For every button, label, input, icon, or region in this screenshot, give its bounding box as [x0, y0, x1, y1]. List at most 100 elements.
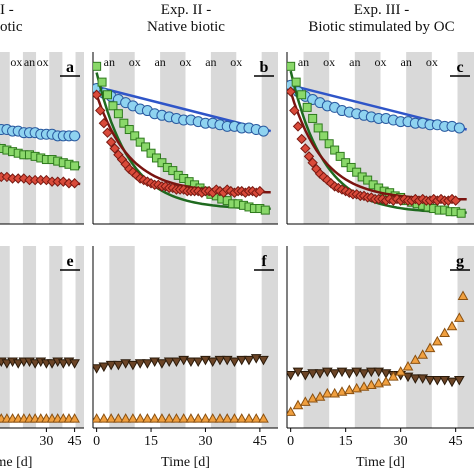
point-green: [103, 90, 113, 100]
point-red: [102, 127, 113, 138]
point-blue: [257, 125, 269, 137]
x-tick-label: 30: [39, 434, 53, 449]
header-exp3: Exp. III - Biotic stimulated by OC: [289, 2, 474, 36]
phase-label-ox: ox: [323, 55, 335, 69]
panel-g: g 0 15 30 45 Time [d]: [286, 246, 474, 470]
point-brown: [365, 367, 377, 378]
point-orange: [314, 391, 326, 401]
phase-band: [210, 246, 237, 428]
point-orange: [127, 413, 139, 423]
point-orange: [321, 387, 333, 398]
phase-label-an: an: [24, 55, 35, 69]
point-green: [313, 123, 323, 133]
point-brown: [207, 357, 219, 368]
point-green: [70, 161, 80, 171]
panel-e: e 30 45 me [d]: [0, 246, 84, 470]
phase-label-ox: ox: [37, 55, 49, 69]
point-green: [108, 101, 118, 111]
phase-label-an: an: [349, 55, 360, 69]
phase-band: [75, 52, 84, 224]
point-brown: [243, 355, 255, 366]
point-orange: [258, 413, 269, 423]
point-green: [157, 158, 167, 168]
phase-label-an: an: [401, 55, 412, 69]
header-exp2-line1: Exp. II -: [160, 2, 212, 18]
point-orange: [446, 320, 458, 331]
series-group-g: [287, 290, 469, 416]
point-green: [151, 153, 161, 163]
point-green: [297, 90, 307, 100]
point-orange: [409, 354, 421, 364]
point-orange: [453, 312, 465, 322]
point-brown: [229, 357, 240, 368]
point-brown: [343, 369, 355, 379]
point-orange: [149, 413, 161, 423]
point-brown: [409, 374, 421, 384]
point-brown: [336, 367, 348, 378]
phase-band: [0, 246, 10, 428]
point-brown: [358, 369, 370, 379]
x-tick-label: 45: [253, 434, 267, 449]
phase-band: [160, 246, 186, 428]
point-brown: [236, 355, 248, 366]
phase-band: [457, 246, 474, 428]
phase-band: [261, 246, 278, 428]
point-orange: [134, 413, 146, 423]
point-brown: [351, 367, 363, 378]
point-brown: [221, 355, 233, 366]
point-red: [109, 143, 120, 154]
header-exp2: Exp. II - Native biotic: [95, 2, 277, 36]
point-orange: [336, 386, 348, 396]
panel-letter-g: g: [456, 253, 464, 270]
phase-label-ox: ox: [230, 55, 242, 69]
point-orange: [380, 376, 392, 386]
point-orange: [185, 413, 197, 423]
point-green: [119, 118, 129, 128]
x-axis-label-f: Time [d]: [161, 455, 210, 470]
point-green: [113, 109, 123, 119]
point-brown: [134, 359, 146, 369]
phase-band: [303, 246, 330, 428]
point-brown: [214, 355, 226, 366]
x-tick-label: 45: [449, 434, 463, 449]
point-red: [450, 195, 461, 206]
point-brown: [156, 359, 168, 369]
panel-letter-f: f: [261, 253, 267, 270]
point-red: [296, 133, 307, 145]
point-brown: [12, 359, 24, 369]
point-orange: [156, 413, 168, 423]
point-red: [69, 178, 80, 189]
point-red: [289, 105, 300, 116]
point-orange: [343, 384, 355, 395]
point-blue: [453, 122, 465, 134]
point-brown: [69, 359, 80, 369]
point-brown: [292, 367, 304, 378]
point-green: [341, 158, 351, 168]
bands-e: [0, 246, 84, 428]
panel-letter-c: c: [456, 59, 463, 76]
point-green: [260, 205, 270, 215]
point-green: [335, 151, 345, 161]
point-orange: [105, 413, 117, 423]
point-orange: [329, 387, 341, 398]
phase-band: [22, 246, 37, 428]
point-brown: [113, 360, 124, 371]
phase-label-an: an: [154, 55, 165, 69]
point-orange: [250, 413, 262, 423]
x-tick-label: 30: [198, 434, 212, 449]
series-group-f: [93, 354, 269, 423]
point-orange: [292, 399, 304, 410]
point-orange: [192, 413, 204, 423]
bands-g: [303, 246, 474, 428]
point-brown: [1, 359, 13, 369]
point-green: [168, 166, 178, 176]
point-green: [93, 61, 102, 71]
point-brown: [171, 357, 182, 368]
point-orange: [439, 327, 451, 337]
point-brown: [314, 369, 326, 379]
point-orange: [229, 413, 240, 423]
point-green: [97, 77, 107, 87]
point-brown: [380, 369, 392, 379]
point-orange: [120, 413, 132, 423]
point-orange: [214, 413, 226, 423]
